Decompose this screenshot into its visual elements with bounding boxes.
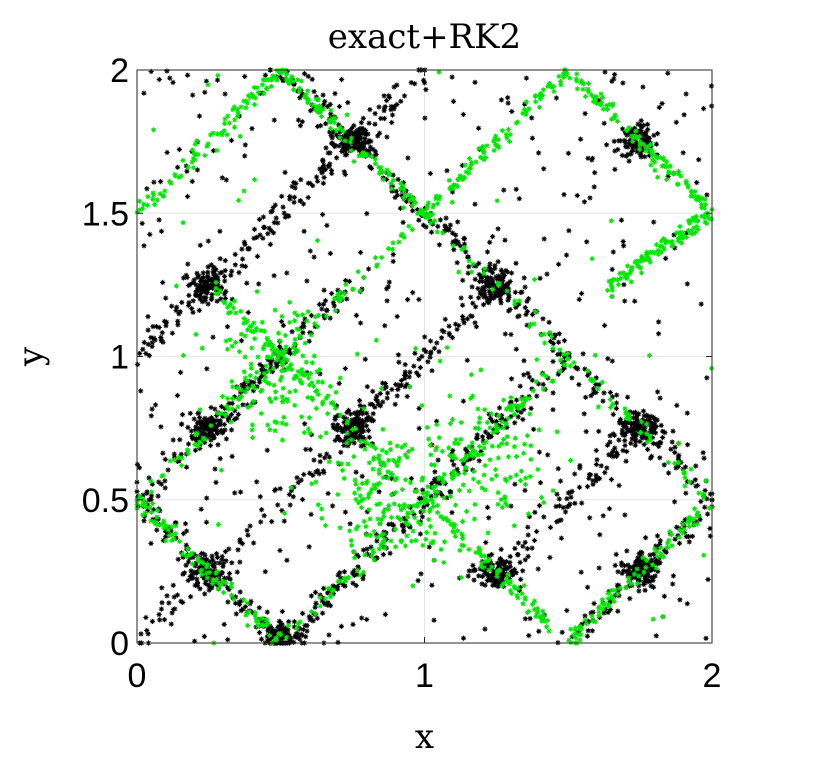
x-tick-label: 2 xyxy=(703,657,722,695)
chart-title: exact+RK2 xyxy=(328,17,521,57)
ticks: 0 1 2 0 0.5 1 1.5 2 xyxy=(82,52,722,695)
y-axis-label: y xyxy=(11,346,51,367)
x-tick-label: 0 xyxy=(128,657,147,695)
y-tick-label: 0.5 xyxy=(82,482,129,520)
x-axis-label: x xyxy=(415,717,434,757)
y-tick-label: 0 xyxy=(110,625,129,663)
y-tick-label: 1 xyxy=(110,339,129,377)
y-tick-label: 1.5 xyxy=(82,195,129,233)
series-green-points xyxy=(134,67,715,646)
x-tick-label: 1 xyxy=(415,657,434,695)
y-tick-label: 2 xyxy=(110,52,129,90)
green-point-markers xyxy=(134,67,715,646)
